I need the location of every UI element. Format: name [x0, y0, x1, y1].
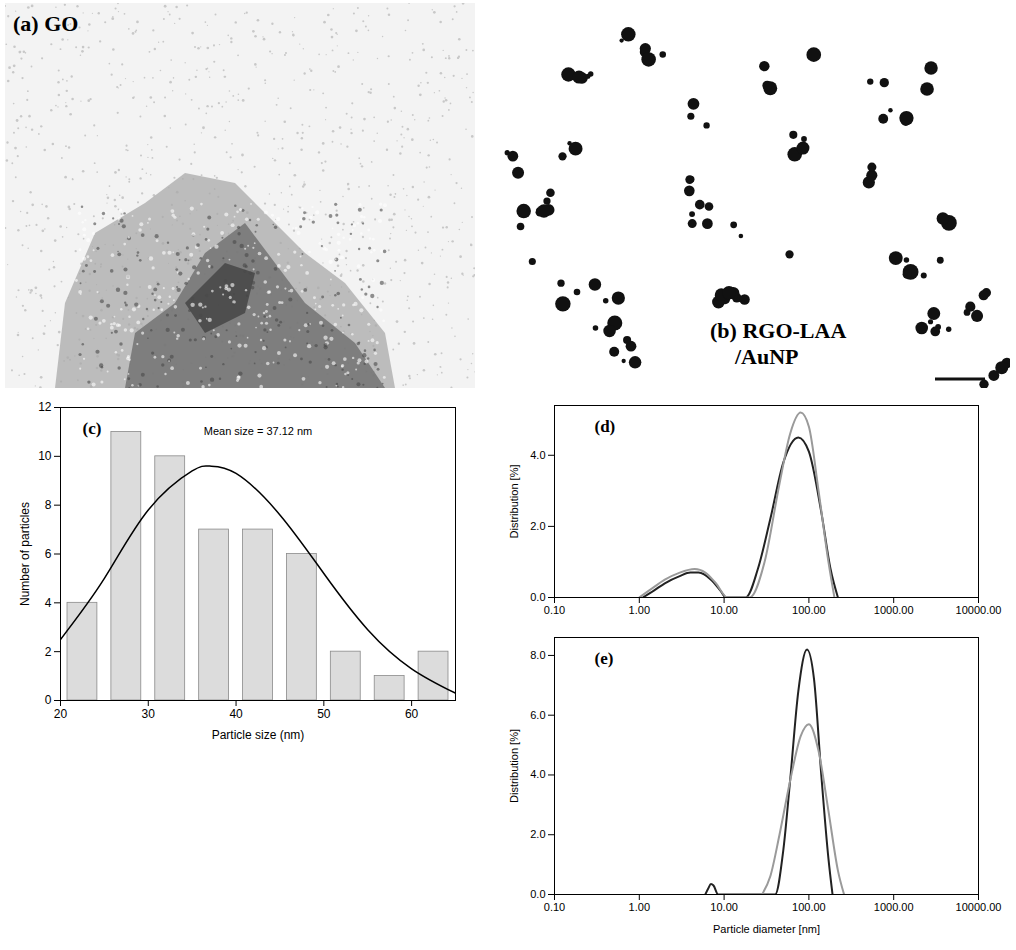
svg-text:(d): (d) [595, 417, 616, 436]
svg-text:12: 12 [38, 400, 52, 414]
svg-text:Distribution [%]: Distribution [%] [508, 729, 520, 803]
svg-text:(b) RGO-LAA: (b) RGO-LAA [710, 318, 846, 343]
svg-text:4.0: 4.0 [530, 449, 545, 461]
svg-text:2.0: 2.0 [530, 520, 545, 532]
svg-text:60: 60 [405, 707, 419, 721]
svg-text:4.0: 4.0 [530, 768, 545, 780]
svg-text:2.0: 2.0 [530, 828, 545, 840]
svg-text:4: 4 [45, 596, 52, 610]
svg-text:0: 0 [45, 693, 52, 707]
svg-text:Particle size (nm): Particle size (nm) [212, 728, 305, 742]
svg-text:Mean size = 37.12 nm: Mean size = 37.12 nm [204, 425, 313, 437]
svg-text:(a) GO: (a) GO [13, 11, 78, 36]
svg-text:Particle diameter [nm]: Particle diameter [nm] [713, 923, 820, 935]
svg-text:/AuNP: /AuNP [734, 344, 799, 369]
svg-text:40: 40 [229, 707, 243, 721]
svg-text:6.0: 6.0 [530, 709, 545, 721]
svg-text:8: 8 [45, 498, 52, 512]
svg-text:(e): (e) [595, 649, 614, 668]
svg-text:10000.00: 10000.00 [956, 604, 1002, 616]
svg-text:Distribution [%]: Distribution [%] [508, 465, 520, 539]
svg-text:30: 30 [142, 707, 156, 721]
svg-text:50: 50 [317, 707, 331, 721]
svg-text:10.00: 10.00 [710, 901, 738, 913]
svg-text:Number of particles: Number of particles [18, 502, 32, 606]
svg-text:(c): (c) [83, 419, 102, 438]
svg-text:0.0: 0.0 [530, 591, 545, 603]
svg-text:100.00: 100.00 [792, 604, 826, 616]
svg-text:0.0: 0.0 [530, 888, 545, 900]
svg-text:10: 10 [38, 449, 52, 463]
svg-text:10.00: 10.00 [710, 604, 738, 616]
svg-text:1.00: 1.00 [629, 901, 650, 913]
svg-text:10000.00: 10000.00 [956, 901, 1002, 913]
svg-text:1.00: 1.00 [629, 604, 650, 616]
svg-text:100.00: 100.00 [792, 901, 826, 913]
svg-text:1000.00: 1000.00 [874, 604, 914, 616]
svg-text:8.0: 8.0 [530, 649, 545, 661]
svg-text:0.10: 0.10 [544, 901, 565, 913]
svg-text:0.10: 0.10 [544, 604, 565, 616]
svg-text:1000.00: 1000.00 [874, 901, 914, 913]
svg-text:2: 2 [45, 645, 52, 659]
svg-text:20: 20 [54, 707, 68, 721]
svg-text:6: 6 [45, 547, 52, 561]
